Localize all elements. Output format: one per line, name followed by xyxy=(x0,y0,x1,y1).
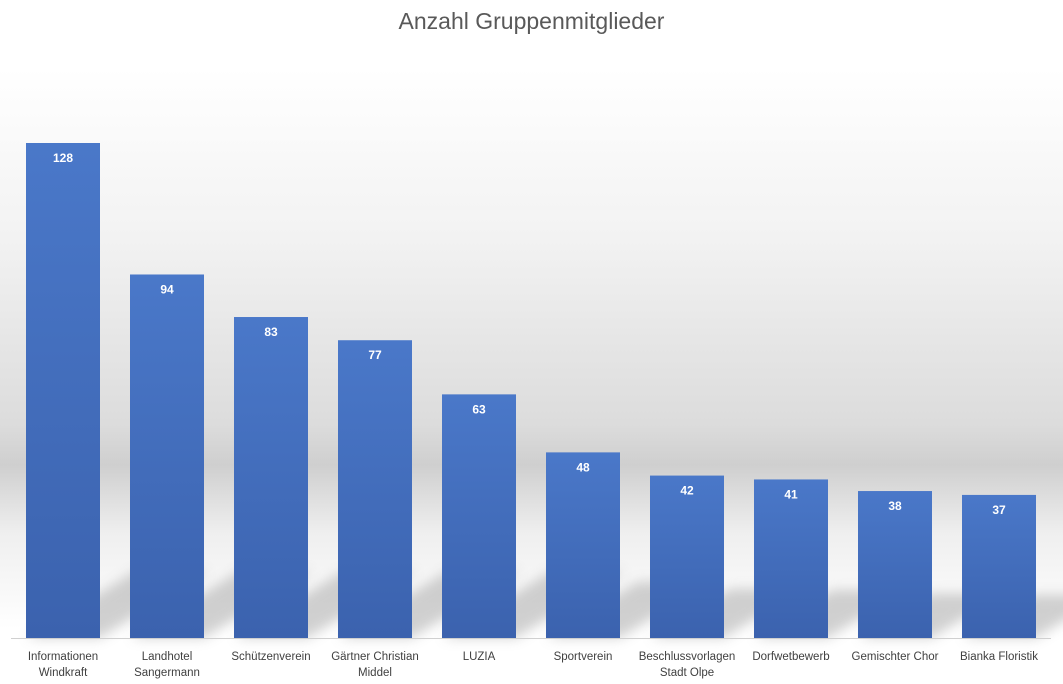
data-label: 63 xyxy=(472,402,486,416)
category-label: Landhotel Sangermann xyxy=(134,651,200,679)
bar xyxy=(650,475,724,638)
category-label: Sportverein xyxy=(554,651,613,663)
bar xyxy=(130,274,204,638)
bar xyxy=(754,479,828,638)
data-label: 83 xyxy=(264,325,278,339)
bar xyxy=(962,494,1036,638)
bar xyxy=(234,317,308,638)
category-label: Beschlussvorlagen Stadt Olpe xyxy=(639,651,736,679)
data-label: 37 xyxy=(992,503,1006,517)
category-label: Schützenverein xyxy=(231,651,310,663)
data-label: 38 xyxy=(888,499,902,513)
chart-title: Anzahl Gruppenmitglieder xyxy=(398,8,665,34)
data-label: 48 xyxy=(576,460,590,474)
data-label: 77 xyxy=(368,348,382,362)
data-label: 128 xyxy=(53,151,73,165)
data-label: 41 xyxy=(784,487,798,501)
category-label: LUZIA xyxy=(463,651,496,663)
category-label: Gemischter Chor xyxy=(852,651,939,663)
bar xyxy=(26,143,100,638)
bar xyxy=(858,491,932,638)
category-label: Gärtner Christian Middel xyxy=(331,651,419,679)
bar xyxy=(546,452,620,638)
bar xyxy=(442,394,516,638)
bar xyxy=(338,340,412,638)
data-label: 94 xyxy=(160,282,174,296)
category-label: Bianka Floristik xyxy=(960,651,1038,663)
data-label: 42 xyxy=(680,484,694,498)
category-label: Dorfwetbewerb xyxy=(752,651,829,663)
category-label: Informationen Windkraft xyxy=(28,651,98,679)
